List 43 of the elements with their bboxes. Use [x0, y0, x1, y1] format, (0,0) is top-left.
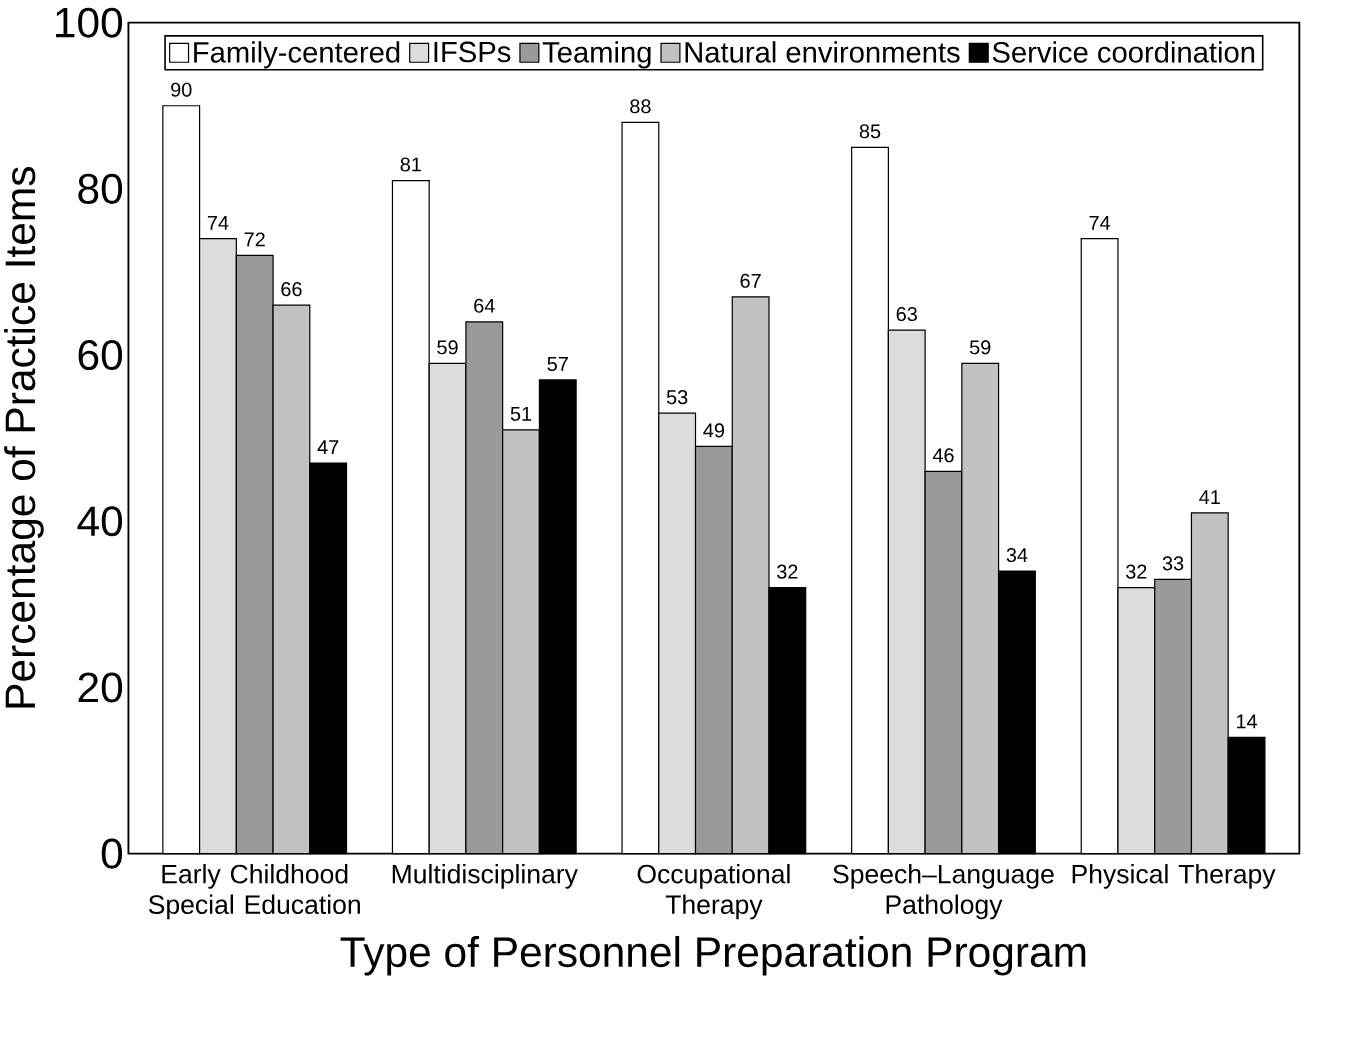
data-label: 47	[317, 440, 339, 454]
data-label: 33	[1162, 556, 1184, 571]
data-label: 64	[474, 298, 495, 313]
legend-label: Teaming	[542, 40, 651, 69]
data-label: 32	[777, 564, 798, 579]
data-label: 57	[547, 356, 568, 371]
data-label: 74	[207, 215, 229, 230]
legend-label: Natural environments	[685, 40, 960, 63]
data-label: 90	[171, 82, 192, 97]
y-tick-label: 20	[78, 672, 123, 703]
y-tick-label: 60	[78, 339, 123, 370]
x-tick-label: Early Childhood Special Education	[148, 863, 360, 920]
data-label: 49	[703, 423, 724, 438]
data-label: 63	[896, 306, 917, 321]
y-tick-label: 80	[78, 173, 123, 204]
legend-label: Service coordination	[992, 40, 1255, 63]
data-label: 53	[666, 389, 688, 404]
x-tick-label: Multidisciplinary	[392, 863, 578, 889]
data-label: 46	[932, 448, 954, 463]
data-label: 34	[1006, 547, 1028, 562]
data-label: 14	[1236, 714, 1258, 729]
data-label: 85	[859, 123, 881, 139]
data-label: 41	[1199, 489, 1220, 504]
y-axis-title: Percentage of Practice Items	[4, 166, 44, 708]
y-tick-label: 40	[77, 505, 123, 537]
data-label: 81	[400, 157, 421, 172]
data-label: 59	[437, 340, 458, 355]
data-label: 67	[740, 273, 761, 288]
x-tick-label: Occupational Therapy	[637, 863, 790, 920]
y-tick-label: 100	[56, 7, 123, 38]
legend-label: IFSPs	[434, 41, 511, 63]
x-tick-label: Speech–Language Pathology	[833, 863, 1054, 920]
data-label: 32	[1126, 564, 1147, 579]
y-tick-label: 0	[101, 838, 123, 869]
data-label: 74	[1089, 215, 1111, 230]
legend-label: Family-centered	[194, 40, 400, 69]
data-label: 59	[969, 340, 991, 355]
x-tick-label: Physical Therapy	[1072, 863, 1276, 889]
x-axis-title: Type of Personnel Preparation Program	[340, 935, 1086, 976]
data-label: 88	[630, 99, 651, 114]
data-label: 66	[281, 281, 302, 296]
data-label: 72	[244, 232, 265, 247]
data-label: 51	[510, 406, 532, 421]
